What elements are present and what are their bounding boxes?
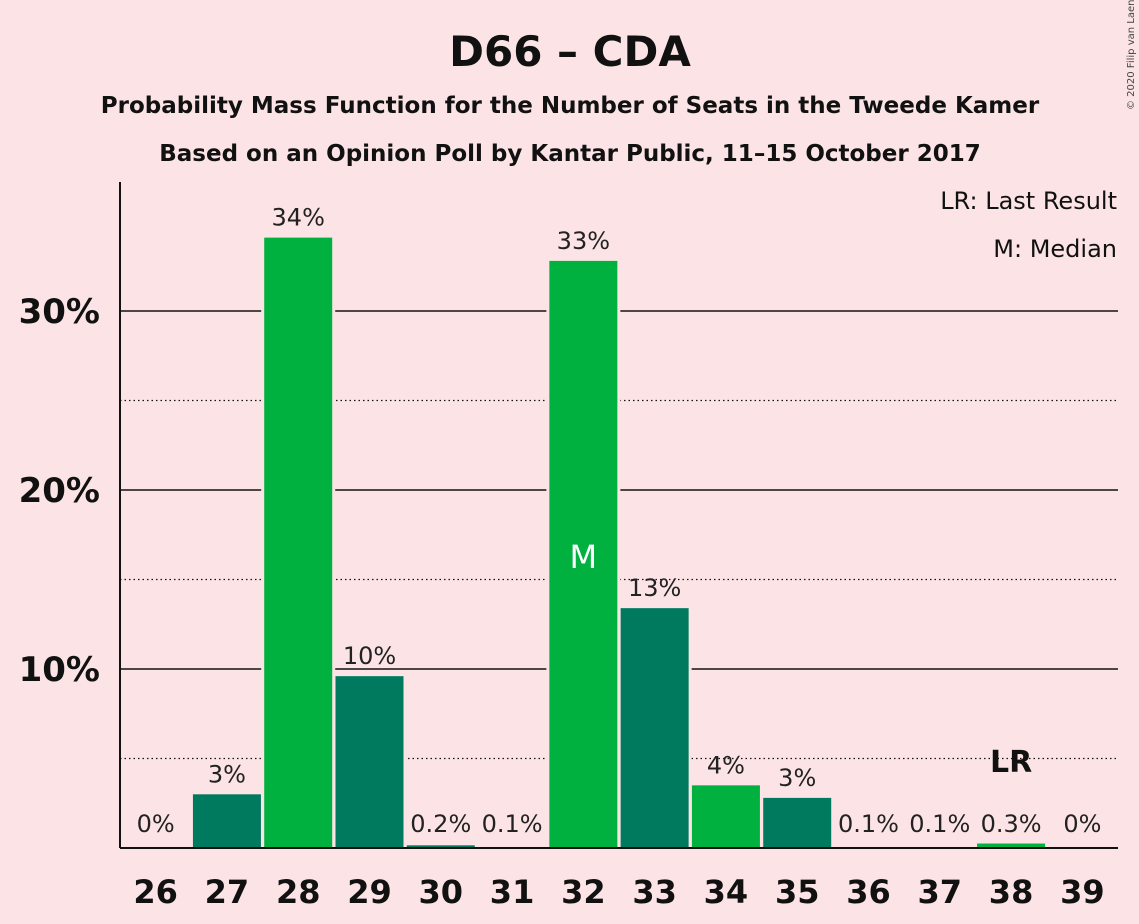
x-tick-30: 30 (419, 873, 464, 911)
bar-halo (403, 842, 478, 848)
bar-halo (831, 844, 906, 848)
y-tick-30: 30% (19, 292, 100, 332)
last-result-marker: LR (990, 745, 1032, 780)
value-label-28: 34% (272, 204, 325, 232)
value-label-35: 3% (778, 764, 816, 792)
y-tick-10: 10% (19, 650, 100, 690)
value-label-36: 0.1% (838, 810, 899, 838)
chart-subtitle-1: Probability Mass Function for the Number… (101, 93, 1040, 119)
legend-median: M: Median (993, 235, 1117, 263)
x-tick-39: 39 (1060, 873, 1105, 911)
value-label-29: 10% (343, 642, 396, 670)
bar-30 (406, 845, 475, 848)
x-tick-33: 33 (632, 873, 677, 911)
bar-27 (192, 794, 261, 848)
bars: 0% 26 3% 27 34% 28 10% 29 0.2% 30 0.1% 31 33% M 32 13% 3… (133, 204, 1104, 911)
value-label-32: 33% (557, 227, 610, 255)
x-tick-34: 34 (704, 873, 749, 911)
value-label-27: 3% (208, 760, 246, 788)
x-tick-27: 27 (205, 873, 250, 911)
x-tick-35: 35 (775, 873, 820, 911)
y-tick-20: 20% (19, 471, 100, 511)
x-tick-38: 38 (989, 873, 1034, 911)
bar-29 (335, 676, 404, 848)
x-tick-31: 31 (490, 873, 535, 911)
legend-last-result: LR: Last Result (940, 187, 1117, 215)
value-label-38: 0.3% (981, 810, 1042, 838)
bar-halo (902, 844, 977, 848)
bar-35 (763, 797, 832, 848)
value-label-31: 0.1% (482, 810, 543, 838)
value-label-34: 4% (707, 751, 745, 779)
value-label-30: 0.2% (410, 810, 471, 838)
x-tick-28: 28 (276, 873, 321, 911)
x-tick-32: 32 (561, 873, 606, 911)
bar-38 (977, 843, 1046, 848)
bar-32 (549, 260, 618, 848)
axes: 10% 20% 30% (19, 182, 1118, 849)
chart-subtitle-2: Based on an Opinion Poll by Kantar Publi… (159, 141, 981, 167)
x-tick-36: 36 (846, 873, 891, 911)
bar-28 (264, 237, 333, 849)
value-label-26: 0% (137, 810, 175, 838)
copyright-note: © 2020 Filip van Laenen (1126, 0, 1137, 110)
value-label-39: 0% (1063, 810, 1101, 838)
median-marker: M (570, 538, 598, 576)
bar-34 (691, 785, 760, 848)
value-label-37: 0.1% (909, 810, 970, 838)
bar-33 (620, 608, 689, 848)
x-tick-29: 29 (347, 873, 392, 911)
x-tick-37: 37 (918, 873, 963, 911)
x-tick-26: 26 (133, 873, 178, 911)
bar-halo (475, 844, 550, 848)
value-label-33: 13% (628, 574, 681, 602)
chart-title: D66 – CDA (449, 27, 691, 76)
